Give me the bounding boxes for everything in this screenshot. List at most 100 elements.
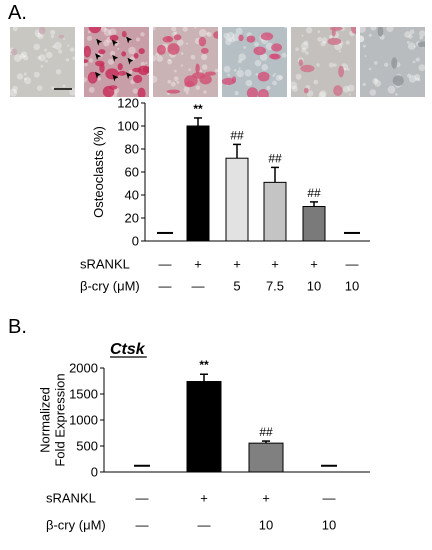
micrograph-bcry-only xyxy=(360,27,425,97)
cell-texture xyxy=(155,52,160,57)
cell-texture xyxy=(13,54,22,62)
cell-texture xyxy=(20,51,28,58)
cell-texture xyxy=(407,42,416,50)
osteoclast-stain xyxy=(121,30,127,38)
osteoclast-stain xyxy=(238,34,244,42)
chart-a-significance-2: ** xyxy=(193,102,203,116)
cell-texture xyxy=(203,90,207,94)
cell-texture xyxy=(12,85,18,92)
cell-texture xyxy=(255,73,259,76)
cell-texture xyxy=(301,47,307,53)
cell-texture xyxy=(101,27,107,32)
cell-texture xyxy=(62,37,66,40)
micrograph-strip xyxy=(10,27,430,99)
osteoclast-stain xyxy=(88,27,102,34)
micrograph-control xyxy=(10,27,75,97)
cell-texture xyxy=(223,65,231,73)
cell-texture xyxy=(369,89,377,96)
cell-texture xyxy=(333,63,337,67)
cell-texture xyxy=(180,52,184,55)
cell-texture xyxy=(185,42,188,45)
osteoclast-stain xyxy=(270,53,281,60)
cell-texture xyxy=(183,86,190,93)
cell-texture xyxy=(234,91,239,96)
chart-a-significance-4: ## xyxy=(268,151,282,165)
cell-texture xyxy=(88,86,95,93)
chart-a-row-2-value-5: 10 xyxy=(307,279,321,294)
cell-texture xyxy=(319,90,327,97)
cell-texture xyxy=(44,48,48,52)
chart-a-row-2-value-6: 10 xyxy=(345,279,359,294)
cell-texture xyxy=(318,91,326,97)
osteoclast-stain xyxy=(87,71,98,84)
cell-texture xyxy=(317,30,321,33)
cell-texture xyxy=(232,33,240,42)
chart-b-row-1-value-2: + xyxy=(200,491,208,506)
cell-texture xyxy=(227,73,231,77)
chart-b-row-label-1: sRANKL xyxy=(46,491,96,506)
cell-texture xyxy=(103,28,111,36)
chart-a-bar-5 xyxy=(302,206,326,242)
cell-texture xyxy=(370,27,377,31)
cell-texture xyxy=(153,75,158,83)
cell-texture xyxy=(45,51,53,59)
cell-texture xyxy=(117,47,120,51)
cell-texture xyxy=(174,31,178,35)
cell-texture xyxy=(87,35,92,41)
chart-a-y-tick-label: 100 xyxy=(117,119,139,134)
cell-texture xyxy=(291,85,298,92)
cell-texture xyxy=(128,46,136,55)
cell-texture xyxy=(316,63,320,67)
cell-texture xyxy=(384,62,389,67)
chart-a-row-1-value-6: — xyxy=(346,257,359,272)
chart-a-significance-3: ## xyxy=(230,128,244,142)
cell-texture xyxy=(419,30,425,37)
cell-texture xyxy=(54,41,62,50)
osteoclast-stain xyxy=(417,41,425,48)
chart-a-row-2-value-3: 5 xyxy=(233,279,240,294)
cell-texture xyxy=(140,61,146,67)
cell-texture xyxy=(188,68,192,72)
chart-b-y-tick-label: 0 xyxy=(91,465,98,480)
cell-texture xyxy=(176,80,180,84)
cell-texture xyxy=(278,75,284,80)
cell-texture xyxy=(305,27,313,34)
cell-texture xyxy=(136,37,140,42)
cell-texture xyxy=(254,42,259,47)
cell-texture xyxy=(201,53,208,61)
osteoclast-stain xyxy=(246,87,259,97)
chart-a-row-1-value-3: + xyxy=(233,257,241,272)
cell-texture xyxy=(58,49,63,54)
cell-texture xyxy=(37,56,42,60)
cell-texture xyxy=(244,69,252,77)
cell-texture xyxy=(62,84,66,88)
chart-a-y-axis-label: Osteoclasts (%) xyxy=(91,126,106,218)
cell-texture xyxy=(171,27,177,32)
chart-b-row-1-value-3: + xyxy=(262,491,270,506)
cell-texture xyxy=(415,77,419,82)
cell-texture xyxy=(238,53,246,61)
cell-texture xyxy=(33,43,40,51)
chart-b-title: Ctsk xyxy=(110,341,146,358)
osteoclast-stain xyxy=(166,89,180,94)
cell-texture xyxy=(206,32,210,35)
osteoclast-stain xyxy=(271,43,283,52)
panel-a-label: A. xyxy=(8,2,27,24)
chart-a-y-tick-label: 40 xyxy=(125,188,139,203)
osteoclast-stain xyxy=(117,63,123,71)
chart-a-row-2-value-2: — xyxy=(192,279,205,294)
chart-a-bar-3 xyxy=(225,157,249,242)
osteoclast-stain xyxy=(258,89,269,97)
osteoclast-stain xyxy=(133,74,143,84)
cell-texture xyxy=(36,85,43,91)
cell-texture xyxy=(346,68,350,71)
arrowhead-marker xyxy=(96,38,103,46)
chart-a-row-2-value-1: — xyxy=(159,279,172,294)
osteoclast-stain xyxy=(222,77,235,86)
cell-texture xyxy=(395,93,398,96)
osteoclast-stain xyxy=(377,27,384,37)
chart-b-row-2-value-2: — xyxy=(198,518,211,533)
cell-texture xyxy=(227,31,235,39)
cell-texture xyxy=(281,52,287,58)
osteoclast-stain xyxy=(391,57,398,69)
